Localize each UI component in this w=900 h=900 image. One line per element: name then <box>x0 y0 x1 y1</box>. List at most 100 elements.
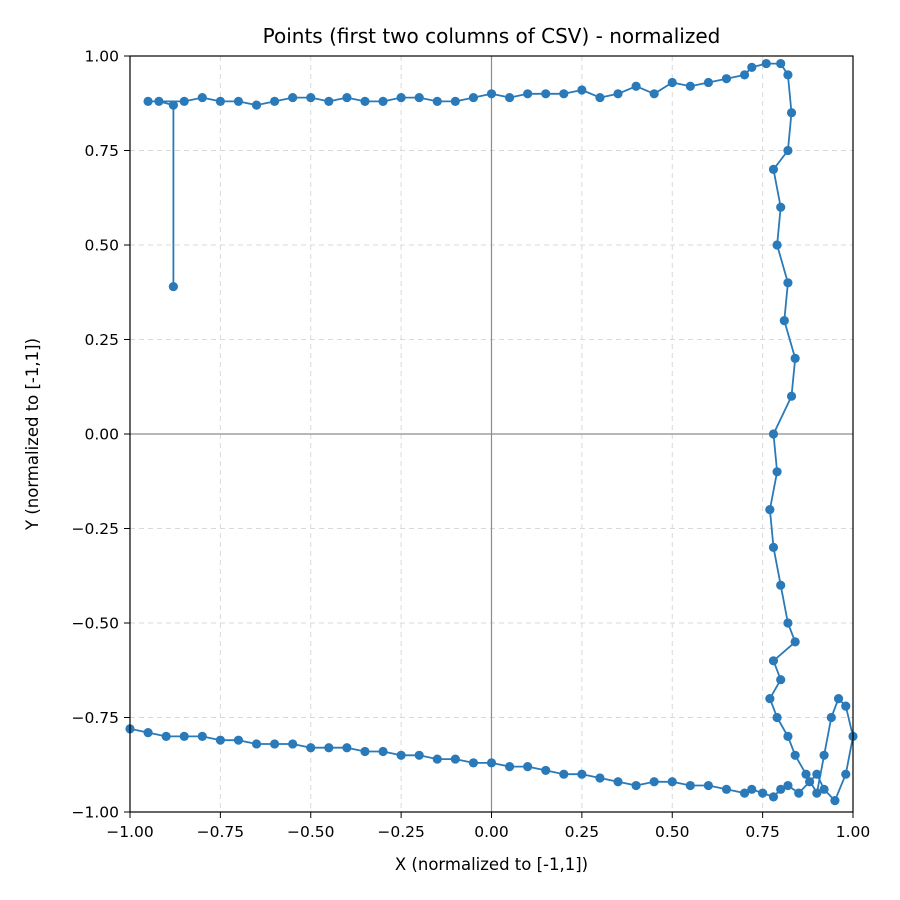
data-point <box>721 784 732 794</box>
data-point <box>450 96 460 106</box>
data-point <box>768 656 779 666</box>
data-point <box>251 739 262 749</box>
data-point <box>168 281 178 292</box>
data-point <box>779 316 789 326</box>
data-point <box>324 96 334 106</box>
data-point <box>833 694 844 704</box>
data-point <box>197 731 207 742</box>
data-point <box>270 739 280 749</box>
data-point <box>143 728 153 738</box>
data-point <box>805 777 815 787</box>
data-point <box>215 735 225 745</box>
data-point <box>772 240 782 250</box>
data-point <box>168 100 178 110</box>
data-point <box>396 92 406 103</box>
data-point <box>783 70 793 80</box>
y-axis-label: Y (normalized to [-1,1]) <box>23 338 42 531</box>
data-point <box>541 89 551 99</box>
data-point <box>396 750 406 760</box>
data-point <box>631 81 641 91</box>
data-point <box>826 712 836 723</box>
data-point <box>667 77 677 88</box>
x-axis-ticks: −1.00 −0.75 −0.50 −0.25 0.00 0.25 0.50 0.75 1.00 <box>106 812 870 841</box>
y-tick-label: −0.75 <box>72 709 120 727</box>
data-point <box>768 542 779 553</box>
data-point <box>765 505 775 515</box>
data-point <box>747 784 757 794</box>
data-point <box>523 89 533 99</box>
data-point <box>306 743 316 753</box>
data-point <box>324 743 334 753</box>
plot-area <box>125 58 858 806</box>
data-point <box>703 77 714 88</box>
x-tick-label: 0.50 <box>655 823 690 841</box>
data-point <box>541 765 551 776</box>
data-point <box>772 467 782 477</box>
data-point <box>739 70 750 80</box>
data-point <box>179 96 189 106</box>
data-point <box>577 85 587 95</box>
y-tick-label: 0.50 <box>84 237 119 255</box>
data-point <box>378 96 388 106</box>
data-point <box>841 769 851 779</box>
data-point <box>154 96 164 106</box>
data-point <box>761 58 771 69</box>
y-tick-label: −0.50 <box>72 615 120 633</box>
data-point <box>772 712 782 723</box>
data-point <box>776 784 786 794</box>
data-point <box>685 81 695 91</box>
y-tick-label: 1.00 <box>84 48 119 66</box>
data-point <box>768 429 779 439</box>
data-point <box>504 762 515 772</box>
data-point <box>721 74 732 84</box>
data-point <box>830 796 840 806</box>
data-point <box>432 96 442 106</box>
data-point <box>342 743 352 753</box>
data-point <box>504 92 515 103</box>
data-point <box>486 758 497 768</box>
data-point <box>783 780 793 791</box>
data-point <box>306 92 316 103</box>
data-point <box>776 58 786 69</box>
data-point <box>559 769 569 779</box>
y-axis-ticks: −1.00 −0.75 −0.50 −0.25 0.00 0.25 0.50 0.75 1.00 <box>72 48 130 822</box>
data-point <box>841 701 851 711</box>
data-point <box>703 780 714 791</box>
data-point <box>595 773 605 783</box>
zero-lines <box>130 56 853 812</box>
data-point <box>270 96 280 106</box>
data-point <box>468 758 479 768</box>
data-point <box>747 62 757 72</box>
data-point <box>251 100 262 110</box>
data-point <box>768 164 779 174</box>
data-point <box>288 92 298 103</box>
data-point <box>667 777 677 787</box>
data-point <box>776 202 786 212</box>
data-point <box>649 89 659 99</box>
data-point <box>819 784 829 794</box>
data-point <box>360 96 370 106</box>
data-point <box>559 89 569 99</box>
chart-title: Points (first two columns of CSV) - norm… <box>263 24 721 48</box>
y-tick-label: 0.75 <box>84 142 119 160</box>
data-point <box>233 735 244 745</box>
data-point <box>768 792 779 802</box>
data-point <box>523 762 533 772</box>
data-point <box>414 750 424 760</box>
data-point <box>812 788 822 798</box>
y-tick-label: −0.25 <box>72 520 120 538</box>
x-tick-label: 0.75 <box>745 823 780 841</box>
data-point <box>812 769 822 779</box>
data-point <box>783 731 793 742</box>
x-tick-label: −1.00 <box>106 823 154 841</box>
y-tick-label: 0.25 <box>84 331 119 349</box>
data-point <box>450 754 460 764</box>
data-point <box>468 92 479 103</box>
data-point <box>786 108 797 118</box>
x-tick-label: −0.75 <box>197 823 245 841</box>
data-point <box>786 391 797 401</box>
data-point <box>595 92 605 103</box>
data-point <box>649 777 659 787</box>
